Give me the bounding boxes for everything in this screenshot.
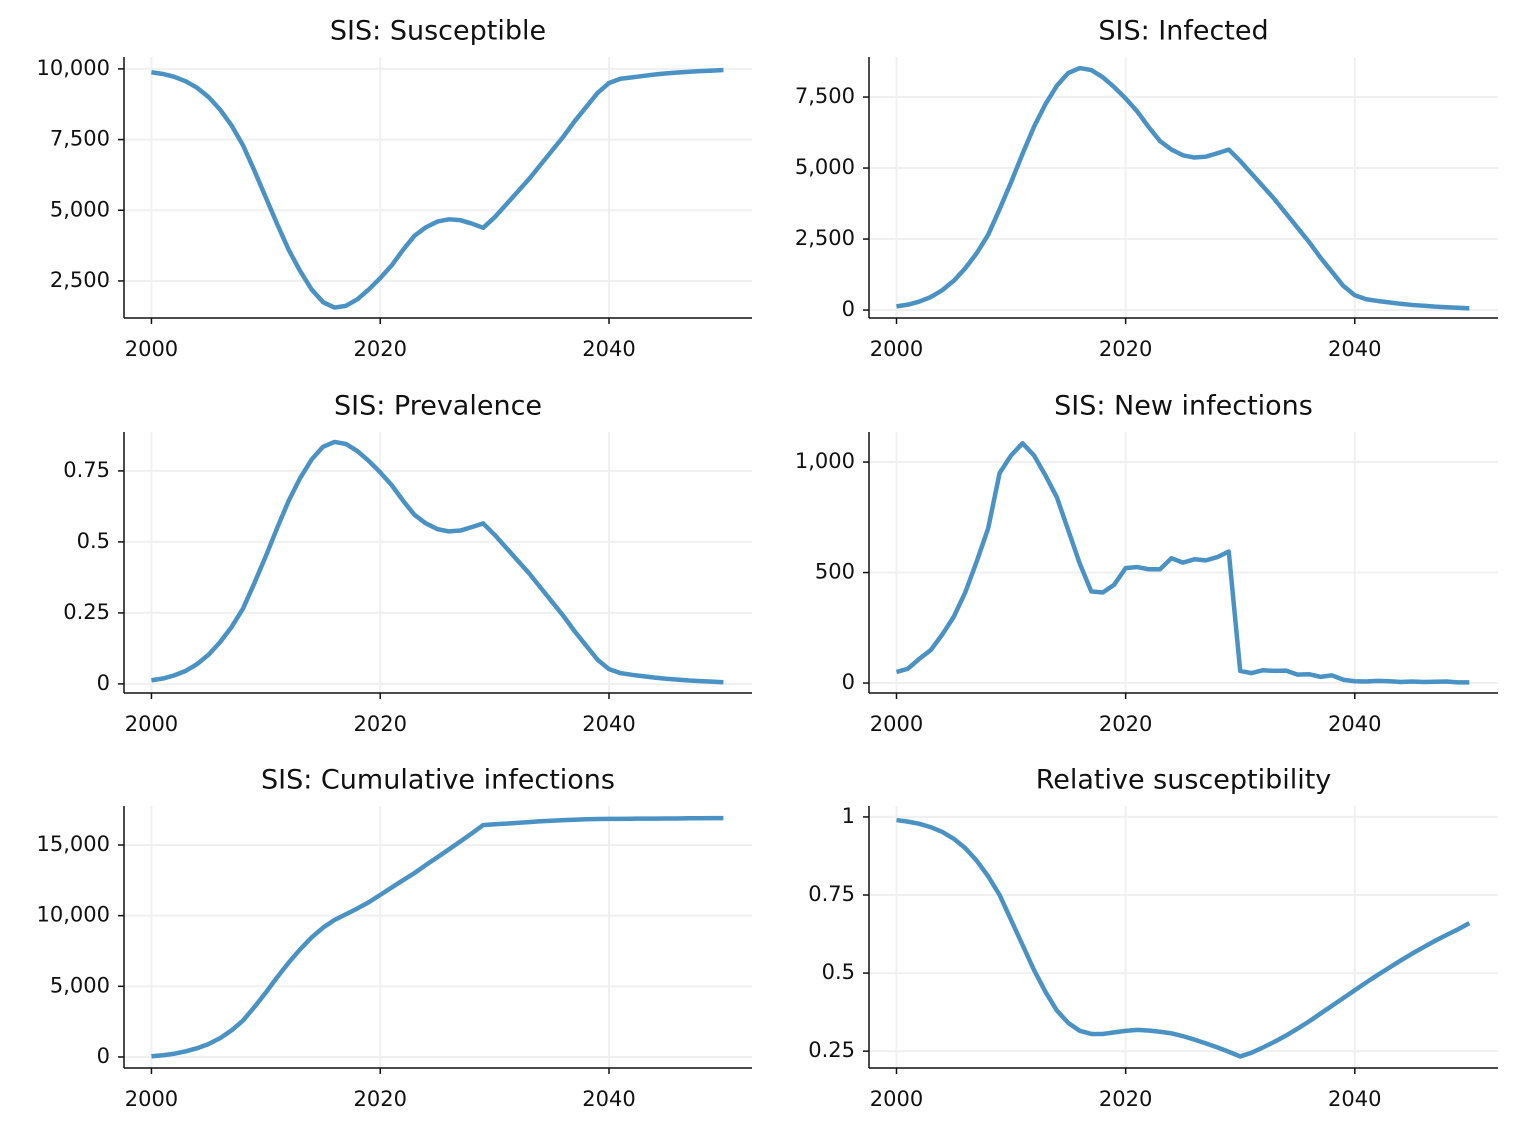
x-tick-label: 2020	[1099, 337, 1152, 361]
y-tick-label: 7,500	[795, 84, 855, 108]
y-tick-label: 0.5	[77, 529, 110, 553]
y-tick-label: 2,500	[50, 268, 110, 292]
x-tick-label: 2040	[582, 1087, 635, 1111]
subplot: Relative susceptibility 2000 2020 2040 0.25 0…	[808, 765, 1498, 1111]
y-tick-label: 5,000	[50, 197, 110, 221]
y-tick-label: 5,000	[795, 155, 855, 179]
x-tick-label: 2000	[125, 1087, 178, 1111]
y-tick-label: 0.5	[822, 960, 855, 984]
y-tick-label: 15,000	[37, 832, 110, 856]
x-tick-label: 2020	[1099, 712, 1152, 736]
x-tick-label: 2040	[1328, 712, 1381, 736]
x-tick-label: 2040	[1328, 337, 1381, 361]
subplot: SIS: New infections 2000 2020 2040 0 500 1,000	[795, 391, 1498, 736]
y-tick-label: 10,000	[37, 56, 110, 80]
y-tick-label: 500	[815, 560, 855, 584]
subplot-title: SIS: Infected	[1098, 16, 1268, 47]
y-tick-label: 7,500	[50, 127, 110, 151]
subplot-title: SIS: New infections	[1054, 391, 1313, 422]
y-tick-label: 0	[97, 1044, 110, 1068]
y-tick-label: 10,000	[37, 903, 110, 927]
x-tick-label: 2000	[870, 712, 923, 736]
y-tick-label: 1	[842, 804, 855, 828]
x-tick-label: 2040	[1328, 1087, 1381, 1111]
x-tick-label: 2020	[354, 1087, 407, 1111]
subplot-title: SIS: Cumulative infections	[261, 765, 615, 796]
subplot-title: SIS: Susceptible	[330, 16, 546, 47]
y-tick-label: 0.75	[63, 458, 110, 482]
x-tick-label: 2040	[582, 337, 635, 361]
y-tick-label: 0	[842, 297, 855, 321]
data-line	[151, 815, 724, 1059]
x-tick-label: 2000	[870, 337, 923, 361]
y-tick-label: 0.75	[808, 882, 855, 906]
subplot: SIS: Infected 2000 2020 2040 0 2,500 5,000 7,50…	[795, 16, 1498, 361]
x-tick-label: 2000	[125, 337, 178, 361]
y-tick-label: 0	[97, 671, 110, 695]
x-tick-label: 2040	[582, 712, 635, 736]
subplot: SIS: Susceptible 2000 2020 2040 2,500 5,000 7,…	[37, 16, 752, 361]
data-line	[151, 67, 724, 310]
y-tick-label: 0.25	[808, 1038, 855, 1062]
y-tick-label: 0	[842, 670, 855, 694]
data-line	[151, 439, 724, 685]
data-line	[896, 65, 1470, 311]
x-tick-label: 2000	[870, 1087, 923, 1111]
y-tick-label: 2,500	[795, 226, 855, 250]
x-tick-label: 2020	[1099, 1087, 1152, 1111]
x-tick-label: 2020	[354, 337, 407, 361]
y-tick-label: 1,000	[795, 449, 855, 473]
subplot: SIS: Cumulative infections 2000 2020 2040 0 5…	[37, 765, 752, 1111]
y-tick-label: 5,000	[50, 973, 110, 997]
subplot: SIS: Prevalence 2000 2020 2040 0 0.25 0.5 0.75	[63, 391, 752, 736]
x-tick-label: 2020	[354, 712, 407, 736]
data-line	[895, 441, 1470, 685]
subplot-title: Relative susceptibility	[1036, 765, 1332, 796]
subplot-title: SIS: Prevalence	[334, 391, 542, 422]
data-line	[896, 817, 1471, 1059]
y-tick-label: 0.25	[63, 600, 110, 624]
x-tick-label: 2000	[125, 712, 178, 736]
